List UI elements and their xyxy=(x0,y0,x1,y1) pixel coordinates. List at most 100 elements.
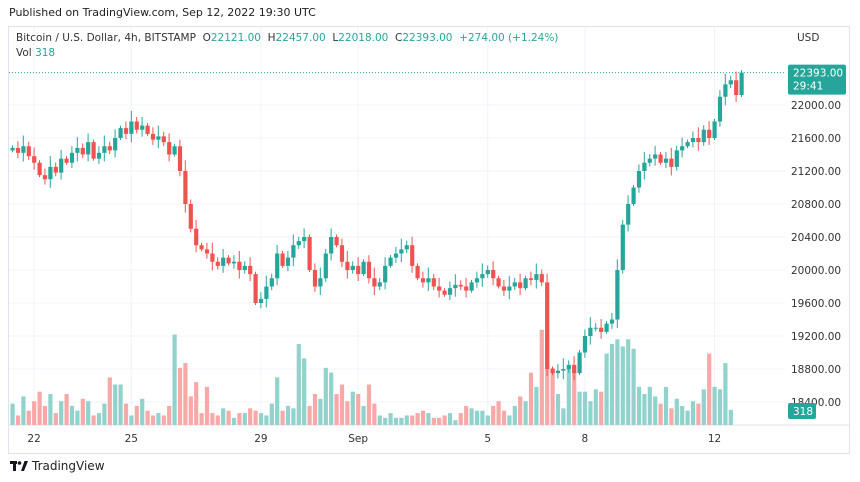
candle-body xyxy=(215,261,220,266)
candle-body xyxy=(26,146,31,157)
volume-bar xyxy=(102,403,107,425)
candle-body xyxy=(680,146,685,151)
candle-body xyxy=(550,369,555,374)
candle-body xyxy=(113,138,118,151)
volume-bar xyxy=(361,405,366,425)
candle-body xyxy=(210,253,215,262)
chart-panel[interactable] xyxy=(8,26,850,454)
volume-bar xyxy=(728,409,733,425)
volume-bar xyxy=(237,413,242,425)
volume-bar xyxy=(388,413,393,425)
candle-body xyxy=(140,125,145,130)
candle-body xyxy=(642,162,647,171)
candle-body xyxy=(59,158,64,173)
candle-body xyxy=(620,224,625,270)
candle-body xyxy=(431,278,436,287)
volume-bar xyxy=(156,413,161,425)
candle-body xyxy=(464,286,469,291)
candle-body xyxy=(145,125,150,134)
high-label: H xyxy=(267,32,276,44)
candle-body xyxy=(329,237,334,254)
y-tick-label: 21600.00 xyxy=(791,133,841,145)
low-value: 22018.00 xyxy=(338,32,389,44)
open-value: 22121.00 xyxy=(210,32,261,44)
last-price-badge xyxy=(788,64,846,95)
candle-body xyxy=(296,241,301,246)
volume-bar xyxy=(42,405,48,425)
volume-bar xyxy=(48,394,53,425)
candle-body xyxy=(302,237,307,242)
volume-bar xyxy=(593,389,598,425)
candle-body xyxy=(593,327,598,329)
candle-body xyxy=(37,162,42,176)
volume-bar xyxy=(145,410,150,425)
volume-bar xyxy=(642,394,647,425)
volume-bar xyxy=(518,396,523,425)
candle-body xyxy=(161,136,166,143)
candle-body xyxy=(312,270,318,287)
volume-bar xyxy=(582,391,588,425)
x-tick-label: 8 xyxy=(582,433,589,445)
candle-body xyxy=(577,352,582,374)
last-volume-label: 318 xyxy=(793,406,813,418)
volume-bar xyxy=(620,346,625,425)
y-tick-label: 18800.00 xyxy=(791,364,841,376)
x-tick-label: 12 xyxy=(708,433,721,445)
candle-body xyxy=(48,166,53,180)
volume-bar xyxy=(663,386,669,425)
symbol-title: Bitcoin / U.S. Dollar, 4h, BITSTAMP xyxy=(16,32,196,44)
volume-bar xyxy=(204,386,210,425)
volume-bar xyxy=(91,415,96,425)
volume-bar xyxy=(210,413,215,425)
candle-body xyxy=(134,121,139,130)
candle-body xyxy=(361,261,366,275)
volume-bar xyxy=(507,415,512,425)
tradingview-logo-icon xyxy=(10,460,28,471)
candle-body xyxy=(307,237,312,270)
candle-body xyxy=(458,284,463,287)
candle-body xyxy=(469,282,474,291)
candle-body xyxy=(626,204,631,225)
tradingview-logo[interactable]: TradingView xyxy=(10,459,105,473)
candle-body xyxy=(377,282,382,287)
tradingview-brand: TradingView xyxy=(32,459,105,473)
candle-body xyxy=(442,290,447,295)
candle-body xyxy=(350,265,355,270)
candle-body xyxy=(728,80,733,85)
candle-body xyxy=(604,323,609,332)
volume-bar xyxy=(350,391,355,425)
candle-body xyxy=(194,228,199,246)
candle-body xyxy=(280,253,285,266)
candle-body xyxy=(167,142,172,155)
volume-bar xyxy=(653,396,658,425)
chart-legend: Bitcoin / U.S. Dollar, 4h, BITSTAMP O221… xyxy=(16,31,558,61)
y-tick-label: 22000.00 xyxy=(791,100,841,112)
volume-bar xyxy=(480,410,485,425)
candle-body xyxy=(242,265,247,270)
volume-bar xyxy=(420,410,426,425)
y-tick-label: 19200.00 xyxy=(791,331,841,343)
x-tick-label: 25 xyxy=(125,433,138,445)
volume-bar xyxy=(469,408,474,425)
volume-bar xyxy=(285,405,291,425)
volume-bar xyxy=(512,405,517,425)
volume-bar xyxy=(10,403,15,425)
volume-bar xyxy=(215,415,220,425)
volume-bar xyxy=(534,386,539,425)
y-tick-label: 20000.00 xyxy=(791,265,841,277)
candle-body xyxy=(572,364,577,374)
candle-body xyxy=(496,278,501,287)
volume-bar xyxy=(528,372,534,425)
candle-body xyxy=(366,261,372,279)
volume-bar xyxy=(690,401,696,425)
volume-bar xyxy=(701,389,706,425)
volume-bar xyxy=(647,386,652,425)
candle-body xyxy=(674,150,679,167)
volume-bar xyxy=(129,415,134,425)
candle-body xyxy=(318,278,323,287)
candle-body xyxy=(447,288,453,295)
countdown-label: 29:41 xyxy=(793,81,823,93)
candle-body xyxy=(383,265,388,283)
candle-body xyxy=(253,274,258,303)
